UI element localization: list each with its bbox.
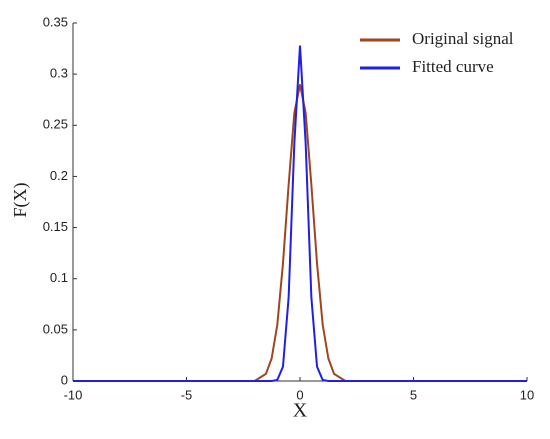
y-tick-label: 0.35 <box>43 14 68 29</box>
x-tick-label: 10 <box>520 387 534 402</box>
line-series <box>73 84 527 382</box>
legend-label: Original signal <box>412 29 514 48</box>
y-tick-label: 0.15 <box>43 219 68 234</box>
y-axis-label: F(X) <box>10 182 31 217</box>
y-tick-label: 0.3 <box>50 66 68 81</box>
x-tick-label: -10 <box>64 387 83 402</box>
y-tick-label: 0.25 <box>43 117 68 132</box>
line-series <box>73 45 527 382</box>
y-tick-label: 0.05 <box>43 321 68 336</box>
x-tick-label: 5 <box>410 387 417 402</box>
x-tick-label: -5 <box>181 387 193 402</box>
y-tick-label: 0.1 <box>50 270 68 285</box>
legend-label: Fitted curve <box>412 57 494 76</box>
x-tick-label: 0 <box>296 387 303 402</box>
y-tick-label: 0 <box>61 372 68 387</box>
y-tick-label: 0.2 <box>50 168 68 183</box>
x-axis-label: X <box>293 400 308 422</box>
